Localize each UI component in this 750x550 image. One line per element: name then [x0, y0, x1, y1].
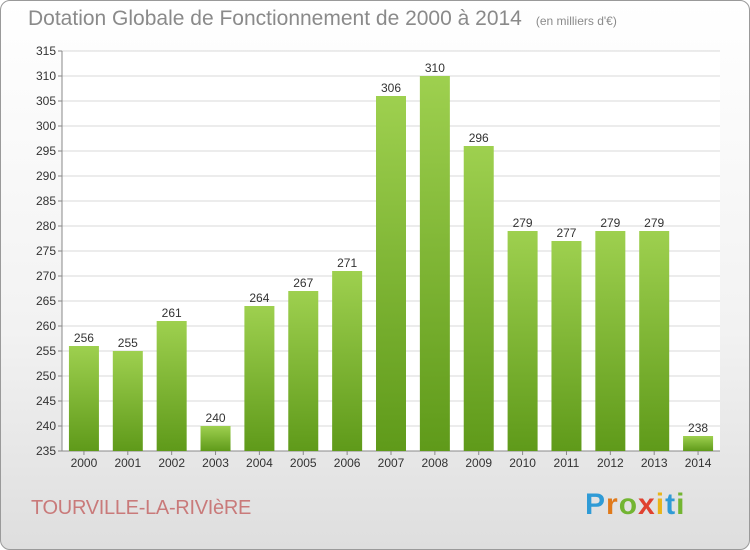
- chart-title: Dotation Globale de Fonctionnement de 20…: [28, 7, 522, 30]
- y-tick-label: 240: [36, 419, 56, 433]
- y-tick-label: 265: [36, 294, 56, 308]
- data-label: 279: [513, 216, 533, 230]
- bar: [551, 241, 582, 451]
- x-tick-label: 2003: [202, 456, 229, 470]
- bar: [156, 321, 187, 451]
- x-tick-label: 2012: [597, 456, 624, 470]
- data-label: 264: [249, 291, 269, 305]
- bar: [244, 306, 275, 451]
- y-tick-label: 275: [36, 244, 56, 258]
- y-tick-label: 315: [36, 44, 56, 58]
- y-tick-label: 255: [36, 344, 56, 358]
- bar: [288, 291, 319, 451]
- bar: [376, 96, 406, 451]
- data-label: 277: [556, 226, 576, 240]
- data-label: 238: [688, 421, 708, 435]
- logo-letter: i: [676, 488, 686, 521]
- y-tick-label: 285: [36, 194, 56, 208]
- bar: [112, 351, 143, 451]
- bar: [332, 271, 363, 451]
- y-tick-label: 305: [36, 94, 56, 108]
- data-label: 240: [206, 411, 226, 425]
- x-tick-label: 2005: [290, 456, 317, 470]
- y-tick-label: 250: [36, 369, 56, 383]
- x-tick-label: 2004: [246, 456, 273, 470]
- bar: [507, 231, 538, 451]
- bar: [419, 76, 450, 451]
- data-label: 256: [74, 331, 94, 345]
- data-label: 310: [425, 61, 445, 75]
- x-tick-label: 2011: [554, 456, 580, 470]
- bar: [595, 231, 626, 451]
- data-label: 306: [381, 81, 401, 95]
- bar: [68, 346, 99, 451]
- bar: [639, 231, 670, 451]
- logo-letter: P: [585, 488, 607, 521]
- chart-subtitle: (en milliers d'€): [535, 14, 617, 28]
- y-tick-label: 245: [36, 394, 56, 408]
- x-tick-label: 2000: [71, 456, 98, 470]
- x-tick-label: 2006: [334, 456, 361, 470]
- logo-letter: i: [655, 488, 666, 521]
- commune-name: TOURVILLE-LA-RIVIèRE: [31, 497, 252, 519]
- data-label: 279: [600, 216, 620, 230]
- data-label: 296: [469, 131, 489, 145]
- data-label: 271: [337, 256, 357, 270]
- y-tick-label: 260: [36, 319, 56, 333]
- y-tick-label: 295: [36, 144, 56, 158]
- x-tick-label: 2010: [509, 456, 536, 470]
- logo-letter: o: [618, 488, 639, 521]
- logo-letter: t: [665, 488, 677, 521]
- logo-letter: r: [606, 488, 619, 521]
- title-row: Dotation Globale de Fonctionnement de 20…: [28, 7, 617, 31]
- y-tick-label: 310: [36, 69, 56, 83]
- x-tick-label: 2014: [685, 456, 712, 470]
- logo-letter: x: [638, 488, 656, 521]
- bar: [200, 426, 231, 451]
- bar: [683, 436, 714, 451]
- x-tick-label: 2002: [158, 456, 185, 470]
- x-tick-label: 2007: [378, 456, 405, 470]
- x-tick-label: 2013: [641, 456, 668, 470]
- y-tick-label: 290: [36, 169, 56, 183]
- y-tick-label: 270: [36, 269, 56, 283]
- data-label: 255: [118, 336, 138, 350]
- bar: [463, 146, 494, 451]
- data-label: 261: [162, 306, 182, 320]
- x-tick-label: 2001: [114, 456, 141, 470]
- data-label: 267: [293, 276, 313, 290]
- data-label: 279: [644, 216, 664, 230]
- y-tick-label: 300: [36, 119, 56, 133]
- y-tick-label: 235: [36, 444, 56, 458]
- x-tick-label: 2008: [422, 456, 449, 470]
- proxiti-logo: Proxiti: [585, 488, 685, 522]
- x-tick-label: 2009: [465, 456, 492, 470]
- y-tick-label: 280: [36, 219, 56, 233]
